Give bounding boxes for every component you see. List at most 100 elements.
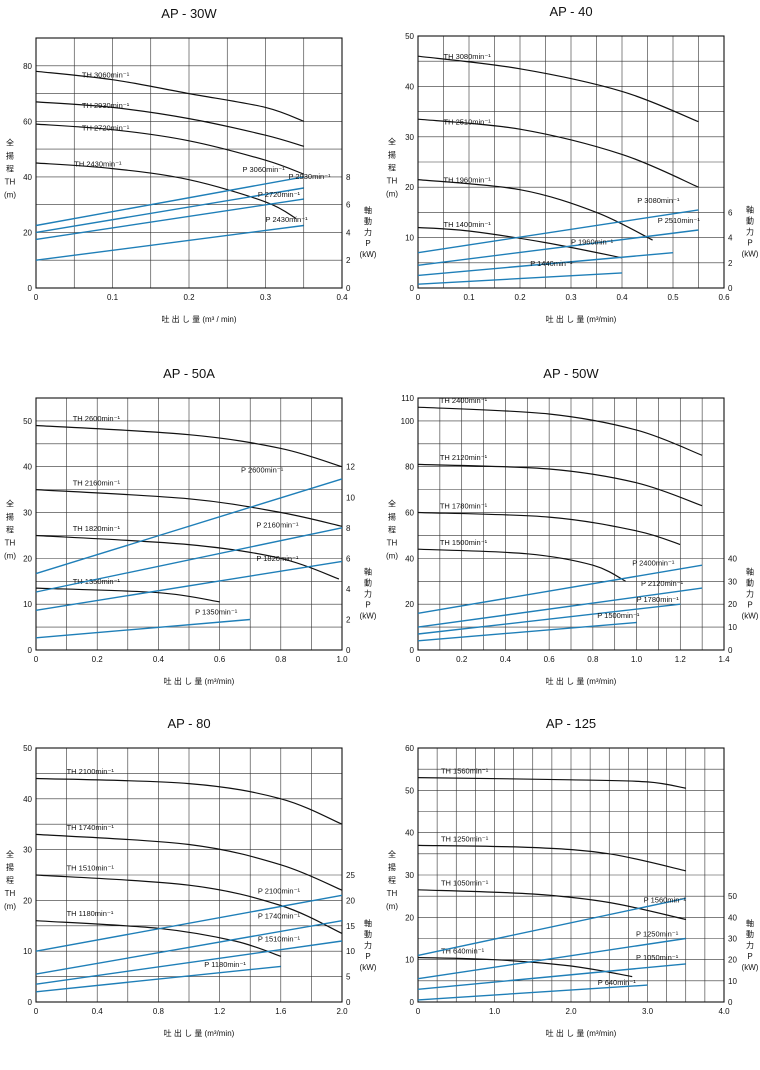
x-tick-label: 0.3: [565, 293, 577, 302]
head-curve-label: TH 2510min⁻¹: [444, 118, 492, 127]
y-right-tick-label: 30: [728, 577, 737, 586]
x-tick-label: 1.2: [675, 655, 687, 664]
power-curve: [417, 897, 686, 957]
power-curve: [417, 209, 699, 254]
head-curve: [417, 55, 699, 123]
y-right-label-char: (kW): [360, 611, 377, 620]
y-left-tick-label: 10: [23, 947, 32, 956]
grid: [36, 748, 342, 1002]
head-curve: [417, 406, 703, 456]
power-curve-label: P 1780min⁻¹: [637, 595, 680, 604]
y-left-tick-label: 30: [405, 871, 414, 880]
chart-title: AP - 50A: [163, 366, 215, 381]
power-curve-label: P 2720min⁻¹: [258, 190, 301, 199]
y-right-tick-label: 30: [728, 935, 737, 944]
y-right-label-char: 動: [746, 216, 754, 225]
y-right-label-char: 軸: [364, 918, 372, 928]
y-left-tick-label: 20: [23, 896, 32, 905]
chart-2: AP - 400 0.1 0.2 0.3 0.4 0.5 0.601020304050024…: [386, 4, 759, 324]
head-curve-label: TH 1740min⁻¹: [67, 823, 115, 832]
plot-frame: [35, 397, 343, 651]
x-axis-label: 吐 出 し 量 (m³/min): [546, 1028, 617, 1038]
power-curve-label: P 2430min⁻¹: [266, 215, 309, 224]
y-right-tick-label: 10: [728, 977, 737, 986]
head-curve-label: TH 640min⁻¹: [441, 946, 485, 955]
head-curve-label: TH 2120min⁻¹: [440, 453, 488, 462]
y-right-tick-label: 6: [728, 208, 733, 217]
power-curve: [417, 229, 699, 266]
head-curve-label: TH 2930min⁻¹: [82, 101, 130, 110]
y-right-tick-label: 4: [346, 228, 351, 237]
x-tick-label: 0.2: [92, 655, 104, 664]
y-right-label-char: 力: [364, 588, 372, 598]
head-curve: [35, 874, 343, 934]
power-curve-label: P 1050min⁻¹: [636, 953, 679, 962]
y-left-tick-label: 0: [28, 998, 33, 1007]
head-curve-label: TH 1560min⁻¹: [441, 767, 489, 776]
head-curve-label: TH 1400min⁻¹: [444, 220, 492, 229]
y-left-tick-label: 80: [23, 62, 32, 71]
y-right-label-char: 動: [746, 930, 754, 939]
y-left-label-char: 程: [388, 163, 396, 172]
head-curve-label: TH 2400min⁻¹: [440, 396, 488, 405]
power-curve: [35, 920, 343, 975]
x-tick-label: 1.6: [275, 1007, 287, 1016]
y-right-tick-label: 20: [728, 956, 737, 965]
y-right-tick-label: 0: [728, 998, 733, 1007]
x-tick-label: 0.8: [587, 655, 599, 664]
y-left-tick-label: 50: [405, 32, 414, 41]
power-curve: [417, 272, 623, 285]
x-tick-label: 0.6: [544, 655, 556, 664]
power-curve-label: P 1350min⁻¹: [195, 607, 238, 616]
x-tick-label: 0.1: [463, 293, 475, 302]
power-curve-label: P 1560min⁻¹: [644, 896, 687, 905]
power-curve-label: P 1180min⁻¹: [204, 960, 246, 969]
head-curve: [417, 463, 703, 507]
head-curve-label: TH 1820min⁻¹: [73, 524, 121, 533]
plot-frame: [417, 397, 725, 651]
x-tick-label: 0.6: [214, 655, 226, 664]
head-curve: [417, 777, 686, 789]
head-curve-label: TH 1250min⁻¹: [441, 834, 489, 843]
y-right-tick-label: 0: [728, 284, 733, 293]
y-right-label-char: (kW): [360, 963, 377, 972]
y-left-label-char: TH: [5, 178, 16, 187]
power-curve: [417, 937, 686, 980]
y-left-tick-label: 40: [23, 173, 32, 182]
head-curve: [35, 123, 304, 175]
head-curve: [35, 833, 343, 891]
x-axis-label: 吐 出 し 量 (m³/min): [164, 1028, 235, 1038]
y-right-tick-label: 0: [728, 646, 733, 655]
head-curve: [35, 162, 297, 220]
power-curve-label: P 2930min⁻¹: [288, 172, 331, 181]
y-right-label-char: P: [747, 952, 752, 961]
y-left-label-char: 程: [6, 525, 14, 534]
y-left-tick-label: 40: [23, 463, 32, 472]
y-right-tick-label: 0: [346, 998, 351, 1007]
power-curve: [35, 224, 304, 261]
power-curve: [417, 621, 637, 642]
power-curve: [35, 560, 343, 611]
y-left-label-char: TH: [387, 538, 398, 547]
y-left-tick-label: 10: [405, 956, 414, 965]
power-curve: [35, 940, 343, 985]
head-curve-label: TH 3060min⁻¹: [82, 71, 130, 80]
power-curve-label: P 2160min⁻¹: [256, 520, 299, 529]
x-tick-label: 1.4: [718, 655, 730, 664]
y-right-label-char: (kW): [742, 611, 759, 620]
head-curve-label: TH 2720min⁻¹: [82, 123, 130, 132]
grid: [418, 36, 724, 288]
chart-title: AP - 50W: [543, 366, 599, 381]
y-left-tick-label: 50: [405, 786, 414, 795]
y-left-label-char: (m): [386, 551, 398, 560]
plot-frame: [417, 747, 725, 1003]
y-right-label-char: 軸: [746, 918, 754, 928]
y-left-axis-label: 全揚程 TH (m): [4, 849, 16, 911]
power-curve: [35, 198, 304, 241]
power-curve: [417, 963, 686, 990]
head-curve-label: TH 2600min⁻¹: [73, 414, 121, 423]
y-left-tick-label: 0: [28, 284, 33, 293]
y-left-tick-label: 60: [405, 509, 414, 518]
